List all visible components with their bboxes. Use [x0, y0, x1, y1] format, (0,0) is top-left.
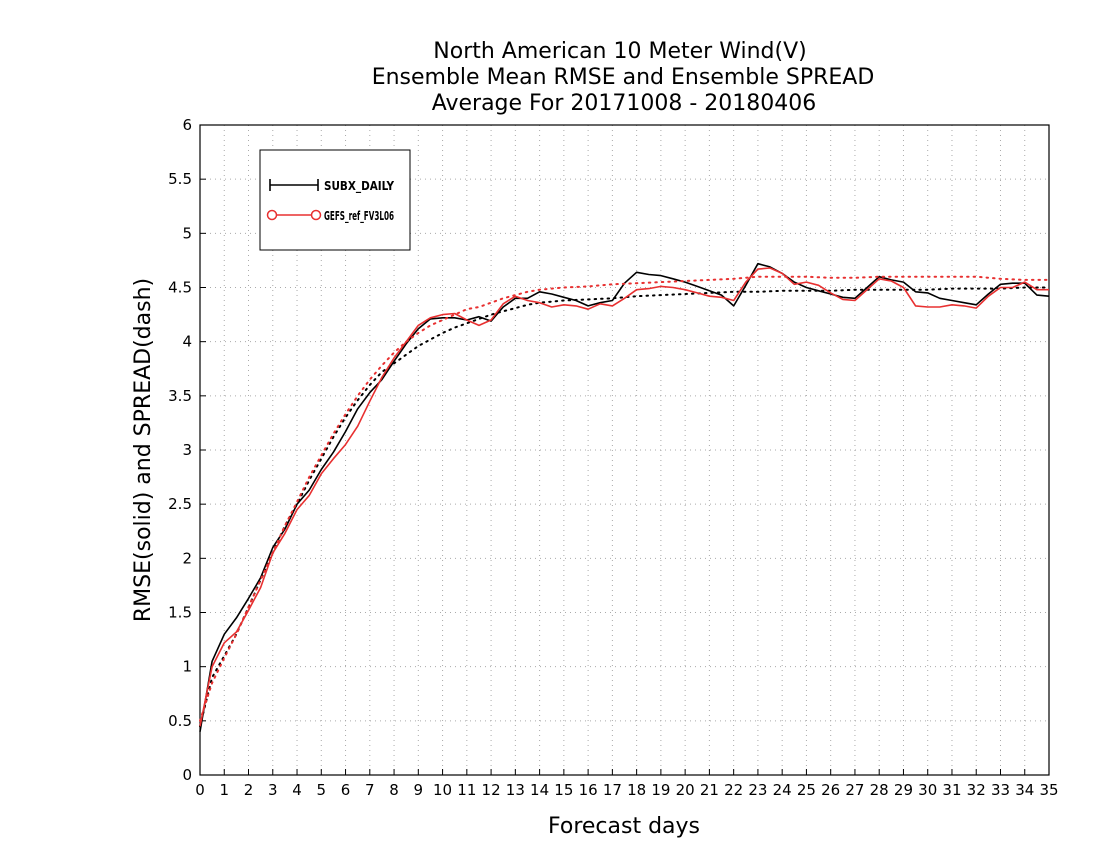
y-tick-label: 4 [182, 333, 192, 351]
x-tick-label: 17 [603, 781, 622, 799]
x-tick-label: 35 [1039, 781, 1058, 799]
legend-marker-circle [266, 209, 278, 221]
chart-title-line-2: Ensemble Mean RMSE and Ensemble SPREAD [372, 65, 875, 90]
legend-box [259, 149, 411, 251]
x-tick-label: 20 [676, 781, 695, 799]
legend-label: SUBX_DAILY [324, 179, 394, 194]
x-tick-label: 3 [268, 781, 278, 799]
y-tick-label: 1 [182, 658, 192, 676]
x-tick-label: 9 [414, 781, 424, 799]
x-tick-label: 16 [579, 781, 598, 799]
series-spread-line [199, 286, 1050, 728]
x-tick-label: 23 [748, 781, 767, 799]
x-tick-label: 18 [627, 781, 646, 799]
x-tick-label: 6 [341, 781, 351, 799]
x-tick-label: 10 [433, 781, 452, 799]
y-tick-label: 3 [182, 441, 192, 459]
y-axis: 0 0.5 1 1.5 2 2.5 3 3.5 4 4.5 5 5.5 6 [168, 116, 206, 784]
x-tick-label: 8 [389, 781, 399, 799]
y-tick-label: 4.5 [168, 279, 192, 297]
legend-item-0: SUBX_DAILY [269, 179, 394, 194]
x-tick-label: 25 [797, 781, 816, 799]
y-tick-label: 1.5 [168, 604, 192, 622]
x-tick-label: 27 [845, 781, 864, 799]
x-tick-label: 19 [651, 781, 670, 799]
series-0 [199, 262, 1050, 732]
y-tick-label: 3.5 [168, 387, 192, 405]
series-rmse-line [199, 267, 1049, 727]
x-tick-label: 2 [244, 781, 254, 799]
x-tick-label: 1 [219, 781, 229, 799]
x-tick-label: 32 [967, 781, 986, 799]
grid [200, 125, 1049, 775]
x-tick-label: 28 [870, 781, 889, 799]
x-tick-label: 13 [506, 781, 525, 799]
legend-item-1: GEFS_ref_FV3L06 [266, 209, 394, 224]
x-tick-label: 33 [991, 781, 1010, 799]
x-tick-label: 24 [773, 781, 792, 799]
x-tick-label: 14 [530, 781, 549, 799]
x-tick-label: 26 [821, 781, 840, 799]
legend: SUBX_DAILY GEFS_ref_FV3L06 [259, 149, 411, 251]
chart-title-line-3: Average For 20171008 - 20180406 [432, 91, 817, 116]
y-tick-label: 0 [182, 766, 192, 784]
x-axis: 0 1 2 3 4 5 6 7 8 9 10 11 12 13 14 15 16 17 18 19 20 21 22 23 24… [195, 769, 1059, 799]
y-tick-label: 5.5 [168, 170, 192, 188]
x-tick-label: 21 [700, 781, 719, 799]
y-tick-label: 0.5 [168, 712, 192, 730]
y-tick-label: 2 [182, 549, 192, 567]
x-tick-label: 22 [724, 781, 743, 799]
chart-title-line-1: North American 10 Meter Wind(V) [433, 39, 806, 64]
x-tick-label: 34 [1015, 781, 1034, 799]
x-tick-label: 15 [554, 781, 573, 799]
x-tick-label: 31 [942, 781, 961, 799]
chart-title: North American 10 Meter Wind(V) Ensemble… [372, 39, 875, 116]
series-layer [199, 262, 1050, 732]
legend-label: GEFS_ref_FV3L06 [324, 209, 394, 224]
x-tick-label: 30 [918, 781, 937, 799]
x-tick-label: 12 [482, 781, 501, 799]
x-tick-label: 0 [195, 781, 205, 799]
series-1 [199, 267, 1050, 727]
x-tick-label: 5 [317, 781, 327, 799]
x-tick-label: 29 [894, 781, 913, 799]
x-axis-label: Forecast days [548, 814, 700, 839]
y-tick-label: 6 [182, 116, 192, 134]
y-axis-label: RMSE(solid) and SPREAD(dash) [131, 278, 156, 622]
x-tick-label: 7 [365, 781, 375, 799]
y-tick-label: 2.5 [168, 495, 192, 513]
x-tick-label: 4 [292, 781, 302, 799]
x-tick-label: 11 [457, 781, 476, 799]
series-spread-line [199, 275, 1050, 722]
legend-marker-circle [310, 209, 322, 221]
y-tick-label: 5 [182, 224, 192, 242]
series-rmse-line [199, 262, 1050, 732]
